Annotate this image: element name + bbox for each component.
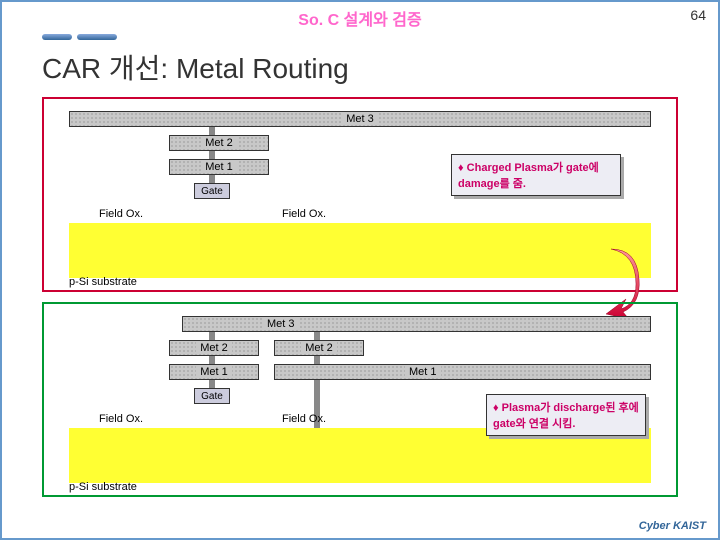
met2-left-b: Met 2 [169,340,259,356]
title-decoration-right [77,34,117,40]
field-ox-right-label-top: Field Ox. [282,208,326,220]
met3-layer-bottom: Met 3 [182,316,651,332]
met3-label-b: Met 3 [263,318,299,330]
callout-bottom: ♦ Plasma가 discharge된 후에 gate와 연결 시킴. [486,394,646,436]
met1-left-b: Met 1 [169,364,259,380]
met3-layer-top: Met 3 [69,111,651,127]
gate-top: Gate [194,183,230,199]
met2-layer-top: Met 2 [169,135,269,151]
callout-top: ♦ Charged Plasma가 gate에 damage를 줌. [451,154,621,196]
met3-label: Met 3 [342,113,378,125]
met2-left-label-b: Met 2 [196,342,232,354]
slide-title: CAR 개선: Metal Routing [42,47,349,87]
diagram-bottom: Met 3 Met 2 Met 2 Met 1 Met 1 Gate Field… [42,302,678,497]
met2-label: Met 2 [201,137,237,149]
field-ox-right-label-b: Field Ox. [282,413,326,425]
substrate-top [69,223,651,278]
met1-right-b: Met 1 [274,364,651,380]
diagram-top: Met 3 Met 2 Met 1 Gate Field Ox. Field O… [42,97,678,292]
substrate-bottom [69,428,651,483]
met1-label: Met 1 [201,161,237,173]
footer-logo: Cyber KAIST [639,520,706,532]
field-ox-left-label-b: Field Ox. [99,413,143,425]
title-decoration-left [42,34,72,40]
header-title: So. C 설계와 검증 [2,6,718,30]
met2-right-label-b: Met 2 [301,342,337,354]
met1-left-label-b: Met 1 [196,366,232,378]
substrate-label-bottom: p-Si substrate [69,481,137,493]
met1-right-label-b: Met 1 [405,366,441,378]
page-number: 64 [690,7,706,23]
substrate-label-top: p-Si substrate [69,276,137,288]
gate-bottom: Gate [194,388,230,404]
field-ox-left-label-top: Field Ox. [99,208,143,220]
met2-right-b: Met 2 [274,340,364,356]
met1-layer-top: Met 1 [169,159,269,175]
